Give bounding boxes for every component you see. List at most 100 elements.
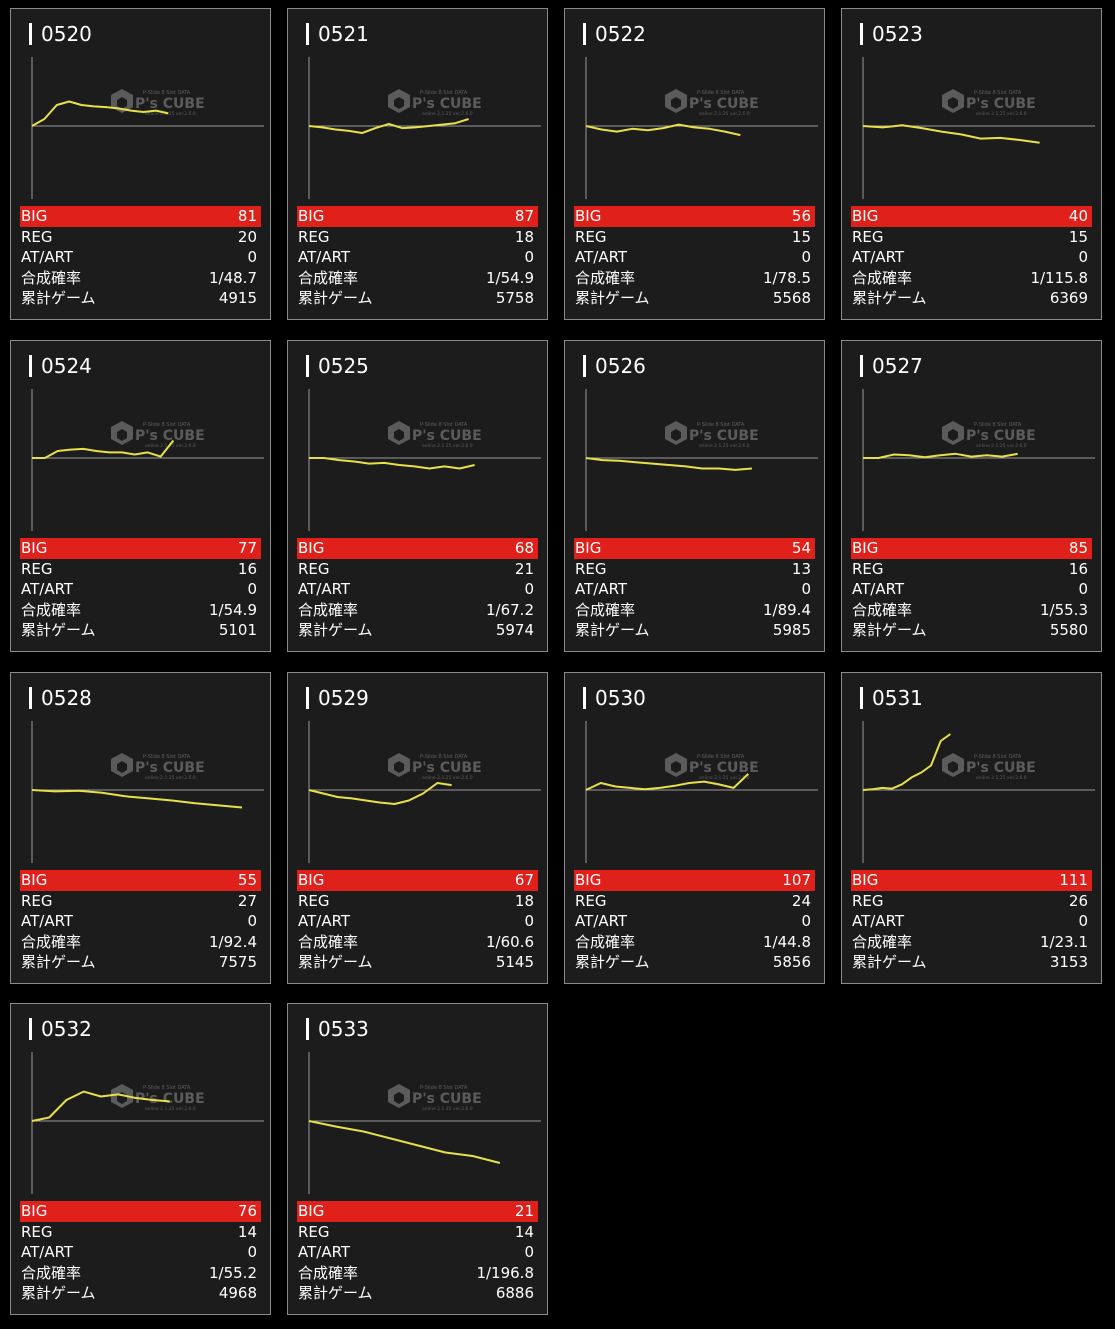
watermark-tagline: P-Slide 8 Slot DATA (420, 754, 468, 760)
stat-value-games: 5145 (495, 953, 534, 971)
stat-value-prob: 1/23.1 (1040, 932, 1088, 951)
stat-value-prob: 1/54.9 (486, 268, 534, 287)
stat-row-atart: AT/ART 0 (297, 247, 538, 268)
stat-label-big: BIG (575, 539, 602, 557)
stat-label-prob: 合成確率 (298, 932, 359, 951)
stat-label-prob: 合成確率 (575, 600, 636, 619)
machine-card-0529[interactable]: 0529 P-Slide 8 Slot DATA P's CUBE online 2.… (287, 672, 548, 984)
graph-line (31, 1090, 170, 1122)
stat-value-big: 68 (514, 539, 534, 557)
stat-row-games: 累計ゲーム 6369 (851, 288, 1092, 309)
watermark-tagline: P-Slide 8 Slot DATA (697, 90, 745, 96)
machine-card-0523[interactable]: 0523 P-Slide 8 Slot DATA P's CUBE online 2.… (841, 8, 1102, 320)
stats-table: BIG 68 REG 21 AT/ART 0 合成確率 1/67.2 累計ゲーム 5974 (297, 538, 538, 641)
graph-line (585, 457, 752, 471)
watermark-subline: online 2.1.25 ver.2.6.0 (422, 443, 473, 449)
stat-row-prob: 合成確率 1/54.9 (20, 600, 261, 621)
machine-card-0525[interactable]: 0525 P-Slide 8 Slot DATA P's CUBE online 2.… (287, 340, 548, 652)
machine-card-0522[interactable]: 0522 P-Slide 8 Slot DATA P's CUBE online 2.… (564, 8, 825, 320)
stat-value-reg: 16 (1068, 559, 1088, 578)
title-marker (306, 355, 309, 377)
stat-value-prob: 1/60.6 (486, 932, 534, 951)
machine-card-0532[interactable]: 0532 P-Slide 8 Slot DATA P's CUBE online 2.… (10, 1003, 271, 1315)
stat-value-games: 6886 (495, 1284, 534, 1302)
cube-icon (111, 753, 133, 777)
stat-label-games: 累計ゲーム (852, 953, 927, 971)
machine-card-0530[interactable]: 0530 P-Slide 8 Slot DATA P's CUBE online 2.… (564, 672, 825, 984)
stat-value-reg: 14 (514, 1222, 534, 1241)
stat-label-games: 累計ゲーム (21, 289, 96, 307)
stat-value-games: 5974 (495, 621, 534, 639)
cube-icon (111, 1084, 133, 1108)
machine-card-0524[interactable]: 0524 P-Slide 8 Slot DATA P's CUBE online 2.… (10, 340, 271, 652)
stat-row-games: 累計ゲーム 3153 (851, 952, 1092, 973)
stat-label-big: BIG (298, 539, 325, 557)
stat-label-atart: AT/ART (21, 580, 74, 598)
stat-label-prob: 合成確率 (852, 932, 913, 951)
title-marker (29, 687, 32, 709)
graph-line (308, 1120, 501, 1164)
stat-label-atart: AT/ART (852, 580, 905, 598)
stat-value-atart: 0 (524, 248, 534, 266)
stat-value-prob: 1/67.2 (486, 600, 534, 619)
title-marker (860, 355, 863, 377)
machine-number: 0531 (872, 686, 923, 710)
stat-label-games: 累計ゲーム (298, 953, 373, 971)
machine-card-0531[interactable]: 0531 P-Slide 8 Slot DATA P's CUBE online 2.… (841, 672, 1102, 984)
stat-label-prob: 合成確率 (298, 268, 359, 287)
stat-row-atart: AT/ART 0 (20, 579, 261, 600)
watermark-subline: online 2.1.25 ver.2.6.0 (422, 1106, 473, 1112)
title-marker (306, 687, 309, 709)
stat-value-big: 21 (514, 1202, 534, 1220)
machine-card-0527[interactable]: 0527 P-Slide 8 Slot DATA P's CUBE online 2.… (841, 340, 1102, 652)
stat-row-big: BIG 77 (20, 538, 261, 559)
machine-card-0526[interactable]: 0526 P-Slide 8 Slot DATA P's CUBE online 2.… (564, 340, 825, 652)
stat-label-games: 累計ゲーム (575, 621, 650, 639)
stat-label-big: BIG (852, 207, 879, 225)
machine-card-0520[interactable]: 0520 P-Slide 8 Slot DATA P's CUBE online 2.… (10, 8, 271, 320)
stat-value-big: 56 (791, 207, 811, 225)
stat-row-prob: 合成確率 1/60.6 (297, 932, 538, 953)
machine-card-0521[interactable]: 0521 P-Slide 8 Slot DATA P's CUBE online 2.… (287, 8, 548, 320)
stat-label-games: 累計ゲーム (298, 289, 373, 307)
stat-label-games: 累計ゲーム (21, 953, 96, 971)
stat-row-prob: 合成確率 1/78.5 (574, 268, 815, 289)
watermark-tagline: P-Slide 8 Slot DATA (697, 422, 745, 428)
stat-row-reg: REG 20 (20, 227, 261, 248)
stats-table: BIG 76 REG 14 AT/ART 0 合成確率 1/55.2 累計ゲーム 4968 (20, 1201, 261, 1304)
title-marker (860, 687, 863, 709)
stats-table: BIG 21 REG 14 AT/ART 0 合成確率 1/196.8 累計ゲーム 6886 (297, 1201, 538, 1304)
stat-value-prob: 1/89.4 (763, 600, 811, 619)
watermark-subline: online 2.1.25 ver.2.6.0 (422, 775, 473, 781)
stat-label-atart: AT/ART (21, 1243, 74, 1261)
stat-value-games: 5568 (772, 289, 811, 307)
stat-label-big: BIG (298, 1202, 325, 1220)
machine-card-0533[interactable]: 0533 P-Slide 8 Slot DATA P's CUBE online 2.… (287, 1003, 548, 1315)
graph-line (585, 773, 749, 791)
stat-value-prob: 1/196.8 (476, 1263, 534, 1282)
cube-icon (942, 753, 964, 777)
stat-row-prob: 合成確率 1/89.4 (574, 600, 815, 621)
stat-value-reg: 24 (791, 891, 811, 910)
machine-card-0528[interactable]: 0528 P-Slide 8 Slot DATA P's CUBE online 2.… (10, 672, 271, 984)
stat-value-prob: 1/115.8 (1030, 268, 1088, 287)
watermark-brand: P's CUBE (412, 1091, 482, 1107)
stat-row-atart: AT/ART 0 (851, 247, 1092, 268)
stat-label-big: BIG (21, 1202, 48, 1220)
stat-label-atart: AT/ART (21, 248, 74, 266)
stat-value-reg: 15 (791, 227, 811, 246)
watermark-subline: online 2.1.25 ver.2.6.0 (699, 443, 750, 449)
stat-row-games: 累計ゲーム 5974 (297, 620, 538, 641)
stat-row-big: BIG 87 (297, 206, 538, 227)
stat-value-atart: 0 (1078, 248, 1088, 266)
stat-value-games: 7575 (218, 953, 257, 971)
